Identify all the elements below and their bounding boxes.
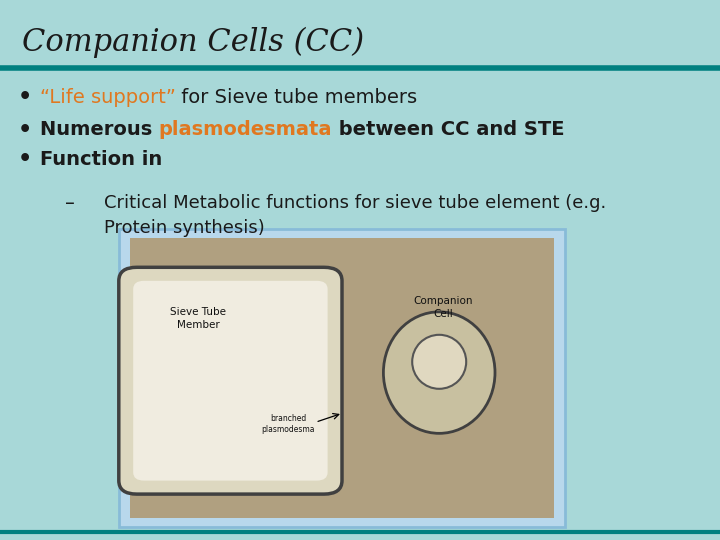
Text: Function in: Function in xyxy=(40,150,162,169)
Text: •: • xyxy=(18,87,32,107)
FancyBboxPatch shape xyxy=(130,238,554,518)
FancyBboxPatch shape xyxy=(119,230,565,526)
Text: Numerous: Numerous xyxy=(40,120,158,139)
Ellipse shape xyxy=(412,335,467,389)
FancyBboxPatch shape xyxy=(119,267,342,494)
Text: between CC and STE: between CC and STE xyxy=(332,120,564,139)
Text: •: • xyxy=(18,119,32,140)
Text: Companion Cells (CC): Companion Cells (CC) xyxy=(22,27,364,58)
FancyBboxPatch shape xyxy=(133,281,328,481)
Text: –: – xyxy=(65,194,75,213)
Text: •: • xyxy=(18,149,32,170)
Text: Sieve Tube
Member: Sieve Tube Member xyxy=(170,307,226,330)
Text: “Life support”: “Life support” xyxy=(40,87,176,107)
Text: Companion
Cell: Companion Cell xyxy=(413,296,472,319)
Ellipse shape xyxy=(383,312,495,433)
Text: for Sieve tube members: for Sieve tube members xyxy=(176,87,418,107)
Text: Critical Metabolic functions for sieve tube element (e.g.
Protein synthesis): Critical Metabolic functions for sieve t… xyxy=(104,194,607,238)
Text: branched
plasmodesma: branched plasmodesma xyxy=(261,414,315,434)
Text: plasmodesmata: plasmodesmata xyxy=(158,120,332,139)
